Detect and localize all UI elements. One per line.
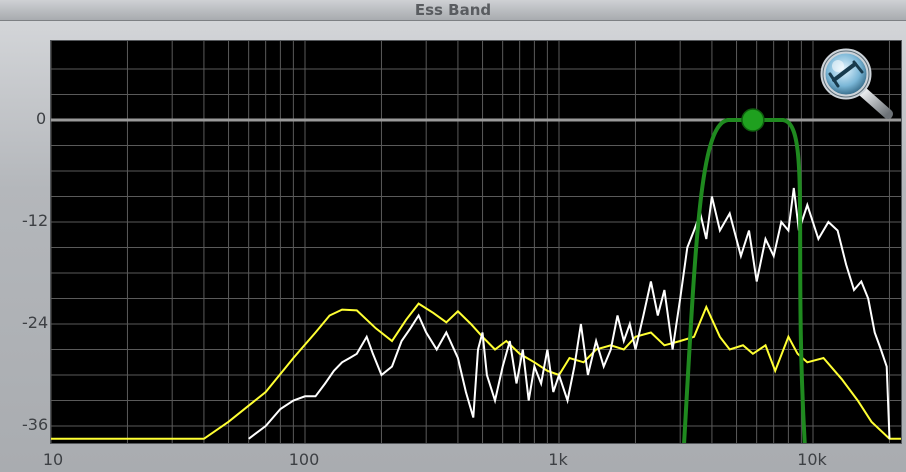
panel-title: Ess Band — [414, 1, 492, 19]
ess-band-filter-curve — [682, 118, 807, 443]
y-axis-label: -12 — [22, 211, 49, 230]
y-axis-label: -24 — [22, 313, 49, 332]
input-spectrum-curve — [51, 302, 901, 440]
output-spectrum-curve — [248, 187, 891, 440]
x-axis-label: 1k — [548, 450, 568, 469]
title-bar: Ess Band — [0, 0, 906, 21]
spectrum-display[interactable] — [50, 40, 902, 444]
spectrum-plot[interactable] — [51, 41, 901, 443]
x-axis-label: 100 — [288, 450, 320, 469]
x-axis-label: 10k — [797, 450, 827, 469]
y-axis-label: 0 — [36, 109, 47, 128]
band-center-handle[interactable] — [741, 108, 765, 132]
zoom-button[interactable] — [810, 44, 894, 120]
x-axis-label: 10 — [42, 450, 64, 469]
y-axis-label: -36 — [22, 415, 49, 434]
magnifier-zoom-icon — [820, 48, 893, 119]
